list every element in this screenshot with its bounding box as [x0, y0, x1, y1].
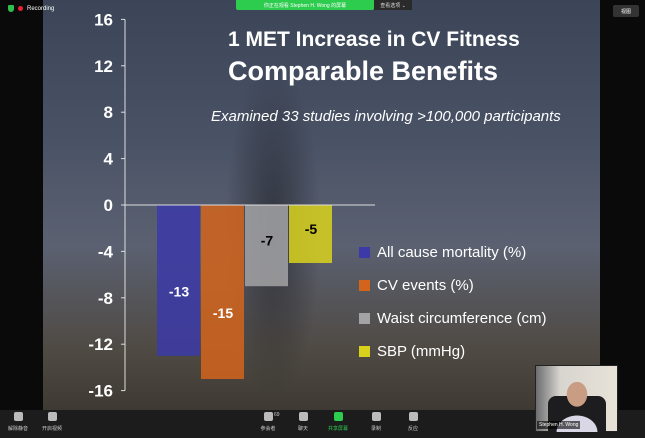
bar-data-label: -15	[213, 305, 233, 321]
y-tick-label: 8	[104, 103, 113, 122]
legend-swatch	[359, 313, 370, 324]
mic-muted-icon	[13, 412, 23, 421]
reaction-icon	[408, 412, 418, 421]
bar-0	[157, 205, 200, 356]
video-off-icon	[47, 412, 57, 421]
y-tick-label: -8	[98, 289, 113, 308]
shared-slide: 16 12 8 4 0 -4 -8 -12 -16 -13 -15 -7 -5 1 MET Increa…	[43, 0, 600, 410]
slide-subtitle: Examined 33 studies involving >100,000 p…	[211, 108, 561, 125]
bar-data-label: -5	[305, 221, 318, 237]
legend-swatch	[359, 280, 370, 291]
record-dot-icon	[18, 6, 23, 11]
toolbar-label: 参会者	[260, 426, 276, 432]
bar-3	[289, 205, 332, 263]
legend-item: CV events (%)	[359, 269, 546, 302]
recording-label: Recording	[27, 5, 55, 12]
participants-icon	[263, 412, 273, 421]
legend-label: All cause mortality (%)	[377, 244, 527, 261]
toolbar-button-4[interactable]: 共享屏幕	[322, 412, 354, 432]
legend-swatch	[359, 346, 370, 357]
toolbar-label: 开启视频	[41, 426, 62, 432]
view-options-button[interactable]: 查看选项 ⌄	[374, 0, 412, 10]
toolbar-button-2[interactable]: 69 参会者	[252, 412, 284, 432]
y-tick-label: -4	[98, 242, 114, 261]
screen-share-banner: 你正在观看 Stephen H. Wong 的屏幕	[236, 0, 374, 10]
legend-item: SBP (mmHg)	[359, 335, 546, 368]
y-tick-label: 16	[94, 10, 113, 29]
toolbar-label: 共享屏幕	[327, 426, 348, 432]
slide-heading: Comparable Benefits	[228, 56, 499, 86]
y-tick-label: -12	[88, 335, 113, 354]
record-icon	[371, 412, 381, 421]
bar-chart: 16 12 8 4 0 -4 -8 -12 -16 -13 -15 -7 -5	[88, 10, 375, 401]
legend-item: Waist circumference (cm)	[359, 302, 546, 335]
participant-video[interactable]: Stephen H. Wong	[535, 365, 618, 432]
recording-indicator[interactable]: Recording	[8, 5, 54, 12]
toolbar-button-6[interactable]: 反应	[397, 412, 429, 432]
share-screen-icon	[333, 412, 343, 421]
legend-label: CV events (%)	[377, 277, 474, 294]
chat-icon	[298, 412, 308, 421]
participant-name: Stephen H. Wong	[537, 421, 581, 429]
bar-data-label: -7	[261, 233, 274, 249]
toolbar-label: 录制	[370, 426, 381, 432]
chart-legend: All cause mortality (%) CV events (%) Wais…	[359, 236, 546, 368]
y-tick-label: 12	[94, 57, 113, 76]
legend-swatch	[359, 247, 370, 258]
bar-2	[245, 205, 288, 287]
participant-count: 69	[274, 412, 280, 418]
bar-data-label: -13	[169, 283, 189, 299]
toolbar-label: 反应	[407, 426, 418, 432]
toolbar-button-5[interactable]: 录制	[360, 412, 392, 432]
toolbar-label: 聊天	[297, 426, 308, 432]
toolbar-button-1[interactable]: 开启视频	[36, 412, 68, 432]
y-tick-label: 0	[104, 196, 113, 215]
toolbar-label: 解除静音	[7, 426, 28, 432]
view-button[interactable]: 视图	[613, 5, 639, 17]
toolbar-button-3[interactable]: 聊天	[287, 412, 319, 432]
legend-item: All cause mortality (%)	[359, 236, 546, 269]
legend-label: SBP (mmHg)	[377, 343, 466, 360]
shield-icon	[8, 5, 14, 12]
legend-label: Waist circumference (cm)	[377, 310, 547, 327]
y-tick-label: -16	[88, 382, 113, 401]
y-tick-label: 4	[104, 150, 114, 169]
bar-1	[201, 205, 244, 379]
slide-title: 1 MET Increase in CV Fitness	[228, 28, 520, 51]
toolbar-button-0[interactable]: 解除静音	[2, 412, 34, 432]
